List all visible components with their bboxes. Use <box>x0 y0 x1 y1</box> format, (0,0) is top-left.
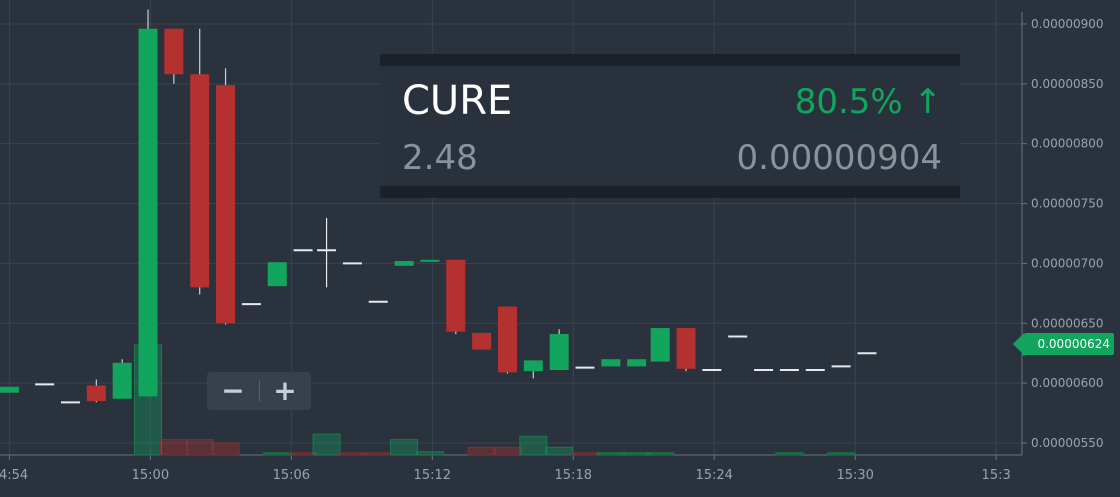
volume-bar <box>364 452 393 456</box>
y-tick-label: 0.00000900 <box>1031 17 1104 31</box>
x-tick-label: 15:18 <box>555 468 592 483</box>
candle-body <box>164 28 184 75</box>
y-tick-label: 0.00000650 <box>1031 316 1104 330</box>
volume-bar <box>211 442 240 456</box>
candle-body <box>549 334 569 370</box>
volume-bar <box>415 451 444 456</box>
volume-bar <box>519 435 548 456</box>
candle-body <box>86 385 106 402</box>
zoom-controls: − + <box>207 372 311 410</box>
y-tick-label: 0.00000750 <box>1031 197 1104 211</box>
y-tick-label: 0.00000550 <box>1031 436 1104 450</box>
asset-price: 0.00000904 <box>736 138 943 178</box>
y-tick-label: 0.00000600 <box>1031 376 1104 390</box>
candle-body <box>190 74 210 288</box>
x-tick-label: 15:3 <box>982 468 1011 483</box>
volume-bar <box>596 452 625 456</box>
volume-bar <box>312 433 341 456</box>
candle-body <box>601 359 621 367</box>
y-tick-label: 0.00000700 <box>1031 256 1104 270</box>
asset-symbol: CURE <box>402 78 513 124</box>
candle-body <box>267 262 287 287</box>
volume-bar <box>622 452 651 456</box>
zoom-out-button[interactable]: − <box>221 374 245 407</box>
candle-body <box>472 332 492 350</box>
volume-bar <box>159 439 188 456</box>
x-tick-label: 15:00 <box>132 468 169 483</box>
asset-volume: 2.48 <box>402 138 478 178</box>
zoom-divider <box>259 380 260 402</box>
volume-bar <box>646 452 675 456</box>
volume-bar <box>493 446 522 456</box>
candle-body <box>216 85 236 324</box>
candle-body <box>0 386 19 393</box>
volume-bar <box>775 452 804 456</box>
x-tick-label: 15:12 <box>414 468 451 483</box>
candle-body <box>650 328 670 362</box>
candle-body <box>497 306 517 373</box>
candle-body <box>394 261 414 266</box>
y-tick-label: 0.00000800 <box>1031 137 1104 151</box>
asset-info-panel: CURE 80.5% ↑ 2.48 0.00000904 <box>380 54 960 198</box>
x-tick-label: 15:06 <box>273 468 310 483</box>
volume-bar <box>289 452 318 456</box>
volume-bar <box>390 439 419 456</box>
volume-bar <box>827 452 856 456</box>
x-tick-label: 14:54 <box>0 468 28 483</box>
x-tick-label: 15:30 <box>836 468 873 483</box>
volume-bar <box>263 452 292 456</box>
payout-percent: 80.5% ↑ <box>794 82 942 122</box>
candle-body <box>446 259 466 332</box>
candle-body <box>112 362 132 399</box>
candle-body <box>138 28 158 397</box>
candle-body <box>420 259 440 262</box>
x-tick-label: 15:24 <box>695 468 732 483</box>
volume-bar <box>467 446 496 456</box>
candle-body <box>676 328 696 369</box>
current-price-label: 0.00000624 <box>1013 333 1114 355</box>
candle-body <box>627 359 647 367</box>
volume-bar <box>545 446 574 456</box>
candle-body <box>523 360 543 372</box>
zoom-in-button[interactable]: + <box>273 374 297 407</box>
y-tick-label: 0.00000850 <box>1031 77 1104 91</box>
volume-bar <box>185 439 214 456</box>
volume-bar <box>338 452 367 456</box>
volume-bar <box>571 452 600 456</box>
